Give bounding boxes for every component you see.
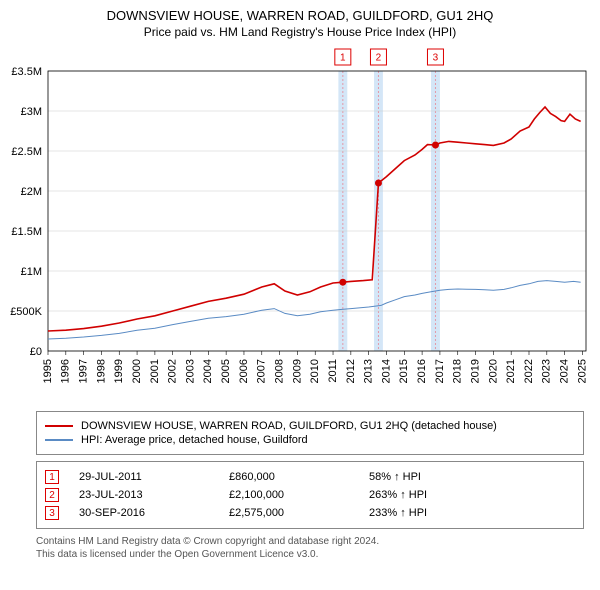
title-sub: Price paid vs. HM Land Registry's House … [0,25,600,39]
svg-text:2001: 2001 [149,359,161,383]
sale-marker-icon: 3 [45,506,59,520]
sale-marker-icon: 1 [45,470,59,484]
svg-text:2018: 2018 [452,359,464,383]
svg-text:1999: 1999 [113,359,125,383]
svg-text:2007: 2007 [256,359,268,383]
svg-text:£500K: £500K [10,306,42,318]
sale-pct: 263% ↑ HPI [369,489,489,501]
svg-text:£2M: £2M [21,186,42,198]
line-chart: £0 £500K £1M £1.5M £2M £2.5M £3M £3.5M 1995 1996 1… [0,41,600,411]
legend-label: DOWNSVIEW HOUSE, WARREN ROAD, GUILDFORD,… [81,420,497,432]
svg-text:£3M: £3M [21,106,42,118]
svg-text:1997: 1997 [78,359,90,383]
svg-text:3: 3 [433,53,439,64]
sale-price: £2,100,000 [229,489,369,501]
svg-text:£2.5M: £2.5M [11,146,42,158]
svg-text:2005: 2005 [220,359,232,383]
svg-text:2022: 2022 [523,359,535,383]
legend-box: DOWNSVIEW HOUSE, WARREN ROAD, GUILDFORD,… [36,411,584,455]
svg-text:2010: 2010 [309,359,321,383]
svg-text:£1.5M: £1.5M [11,226,42,238]
svg-text:1996: 1996 [60,359,72,383]
title-main: DOWNSVIEW HOUSE, WARREN ROAD, GUILDFORD,… [0,8,600,23]
svg-text:2014: 2014 [380,359,392,383]
sales-table: 1 29-JUL-2011 £860,000 58% ↑ HPI 2 23-JU… [36,461,584,529]
table-row: 3 30-SEP-2016 £2,575,000 233% ↑ HPI [45,506,575,520]
attribution-line: This data is licensed under the Open Gov… [36,548,584,561]
sale-price: £860,000 [229,471,369,483]
svg-text:2008: 2008 [273,359,285,383]
svg-text:2025: 2025 [576,359,588,383]
svg-text:2000: 2000 [131,359,143,383]
svg-text:2023: 2023 [541,359,553,383]
svg-text:2002: 2002 [167,359,179,383]
legend-swatch [45,439,73,441]
svg-text:2004: 2004 [202,359,214,383]
table-row: 1 29-JUL-2011 £860,000 58% ↑ HPI [45,470,575,484]
sale-date: 30-SEP-2016 [79,507,229,519]
svg-text:2024: 2024 [559,359,571,383]
sale-date: 23-JUL-2013 [79,489,229,501]
svg-text:2009: 2009 [291,359,303,383]
svg-text:2020: 2020 [487,359,499,383]
svg-text:2019: 2019 [469,359,481,383]
svg-text:2006: 2006 [238,359,250,383]
attribution: Contains HM Land Registry data © Crown c… [36,535,584,561]
legend-label: HPI: Average price, detached house, Guil… [81,434,308,446]
sale-price: £2,575,000 [229,507,369,519]
svg-text:1998: 1998 [95,359,107,383]
svg-text:2003: 2003 [184,359,196,383]
svg-text:2016: 2016 [416,359,428,383]
svg-text:2011: 2011 [327,359,339,383]
svg-text:£0: £0 [30,346,42,358]
svg-text:2012: 2012 [345,359,357,383]
svg-text:2: 2 [376,53,382,64]
legend-item: DOWNSVIEW HOUSE, WARREN ROAD, GUILDFORD,… [45,420,575,432]
chart-area: £0 £500K £1M £1.5M £2M £2.5M £3M £3.5M 1995 1996 1… [0,41,600,411]
svg-text:2013: 2013 [363,359,375,383]
svg-text:2021: 2021 [505,359,517,383]
table-row: 2 23-JUL-2013 £2,100,000 263% ↑ HPI [45,488,575,502]
legend-item: HPI: Average price, detached house, Guil… [45,434,575,446]
sale-pct: 233% ↑ HPI [369,507,489,519]
legend-swatch [45,425,73,427]
sale-date: 29-JUL-2011 [79,471,229,483]
attribution-line: Contains HM Land Registry data © Crown c… [36,535,584,548]
svg-text:£3.5M: £3.5M [11,66,42,78]
svg-text:1995: 1995 [42,359,54,383]
sale-pct: 58% ↑ HPI [369,471,489,483]
svg-text:1: 1 [340,53,346,64]
svg-text:2017: 2017 [434,359,446,383]
sale-marker-icon: 2 [45,488,59,502]
svg-text:2015: 2015 [398,359,410,383]
svg-text:£1M: £1M [21,266,42,278]
